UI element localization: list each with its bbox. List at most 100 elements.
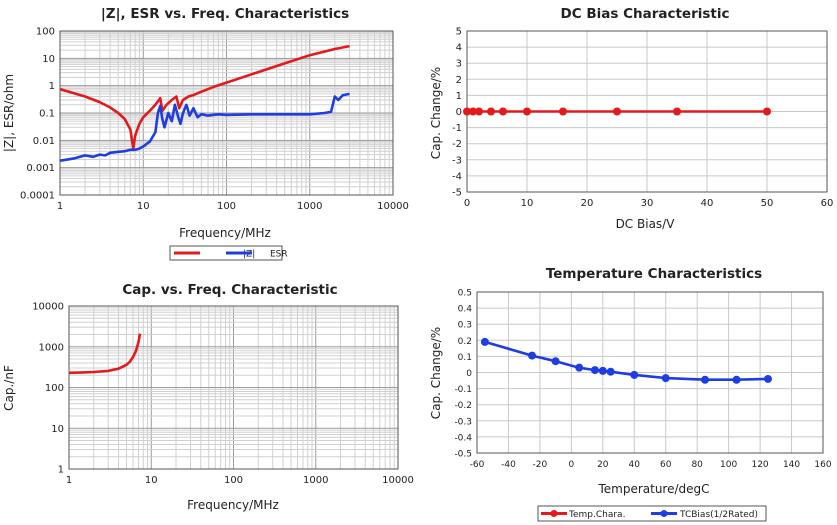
y-tick-label: -5 [452,188,462,199]
data-point [469,107,477,116]
data-point [463,107,471,116]
x-tick-label: 1 [66,475,72,486]
series-line-esr [60,92,350,162]
y-tick-label: 10 [51,424,64,435]
data-point [763,374,772,383]
y-tick-label: 5 [456,27,462,38]
x-tick-label: 160 [814,460,831,470]
x-tick-label: 50 [761,198,774,209]
legend-label: Temp.Chara. [568,510,625,520]
gridlines [69,306,398,469]
y-tick-label: -0.3 [454,417,472,427]
y-tick-label: 0.4 [458,305,473,315]
x-tick-label: 1000 [297,201,322,212]
data-point [590,366,599,375]
data-point [559,107,567,116]
y-tick-label: -3 [452,155,462,166]
x-tick-label: 20 [581,198,594,209]
plot-border [59,30,394,196]
y-tick-label: 0.5 [458,289,472,299]
legend-marker [660,510,668,517]
x-axis-label: DC Bias/V [616,217,676,231]
y-tick-label: -2 [452,139,462,150]
y-tick-label: -0.1 [454,385,472,395]
data-point [763,107,771,116]
x-tick-label: 140 [783,460,800,470]
data-point [551,357,560,366]
y-tick-label: 1 [49,81,55,92]
data-point [523,107,531,116]
y-tick-label: -4 [452,171,462,182]
x-axis-label: Frequency/MHz [187,498,279,512]
y-tick-label: 0.1 [458,353,472,363]
y-tick-label: 0.2 [458,337,472,347]
chart-title: |Z|, ESR vs. Freq. Characteristics [101,6,349,22]
x-tick-label: 10 [145,475,158,486]
y-tick-label: 0.0001 [20,191,55,202]
x-tick-label: 40 [701,198,714,209]
chart-1: 1 10 100 1000 10000 0.0001 0.001 0.01 0.1 1 10 100 |… [2,6,409,261]
x-tick-label: 60 [821,198,834,209]
x-tick-label: -60 [470,460,485,470]
legend: Temp.Chara. TCBias(1/2Rated) [537,505,767,522]
y-tick-label: 1000 [39,342,64,353]
y-tick-label: 1 [58,465,64,476]
y-axis-label: Cap./nF [2,365,16,411]
y-axis-label: Cap. Change/% [429,67,443,159]
y-tick-label: 3 [456,59,462,70]
x-tick-label: 30 [641,198,654,209]
x-tick-label: 20 [597,460,609,470]
x-tick-label: 100 [720,460,737,470]
chart-4: -60 -40 -20 0 20 40 60 80 100 120 140 160 -0.5 -0.4 -0… [429,266,832,522]
y-axis-label: Cap. Change/% [429,327,443,419]
legend: |Z|ESR [169,245,288,261]
plot-border [68,305,399,470]
y-tick-label: 0 [466,369,472,379]
y-tick-label: -1 [452,123,462,134]
data-point [528,351,537,360]
chart-2: 0 10 20 30 40 50 60 -5 -4 -3 -2 -1 0 1 2 3 4 5 DC Bias Cha… [429,6,833,231]
plot-border [476,291,824,454]
data-point [598,366,607,375]
y-tick-label: 100 [45,383,64,394]
chart-title: DC Bias Characteristic [561,6,730,22]
chart-title: Cap. vs. Freq. Characteristic [122,282,337,298]
x-tick-label: 40 [629,460,641,470]
data-point [630,370,639,379]
data-point [673,107,681,116]
y-tick-label: 0.001 [26,163,55,174]
x-tick-label: 0 [568,460,574,470]
data-point [480,337,489,346]
data-point [613,107,621,116]
x-tick-label: 0 [464,198,470,209]
legend-label: ESR [270,250,288,260]
data-point [732,375,741,384]
chart-3: 1 10 100 1000 10000 1 10 100 1000 10000 Cap. vs. F… [2,282,414,512]
x-tick-label: 60 [660,460,672,470]
x-tick-label: -40 [501,460,516,470]
y-tick-label: -0.5 [454,450,472,460]
y-tick-label: 10000 [32,302,64,313]
x-tick-label: 80 [691,460,703,470]
data-point [575,363,584,372]
x-axis-label: Frequency/MHz [179,226,271,240]
chart-title: Temperature Characteristics [546,266,762,282]
y-axis-label: |Z|, ESR/ohm [2,74,16,152]
y-tick-label: 1 [456,91,462,102]
data-point [701,375,710,384]
x-tick-label: 120 [751,460,768,470]
data-point [606,367,615,376]
y-tick-label: 2 [456,75,462,86]
x-tick-label: 100 [224,475,243,486]
x-tick-label: 10000 [377,201,409,212]
y-tick-label: 0 [456,107,462,118]
y-tick-label: 0.1 [39,109,55,120]
x-tick-label: 10000 [382,475,414,486]
x-tick-label: 10 [521,198,534,209]
data-point [487,107,495,116]
data-point [499,107,507,116]
x-tick-label: -20 [533,460,548,470]
legend-label: TCBias(1/2Rated) [679,510,758,520]
data-point [661,374,670,383]
